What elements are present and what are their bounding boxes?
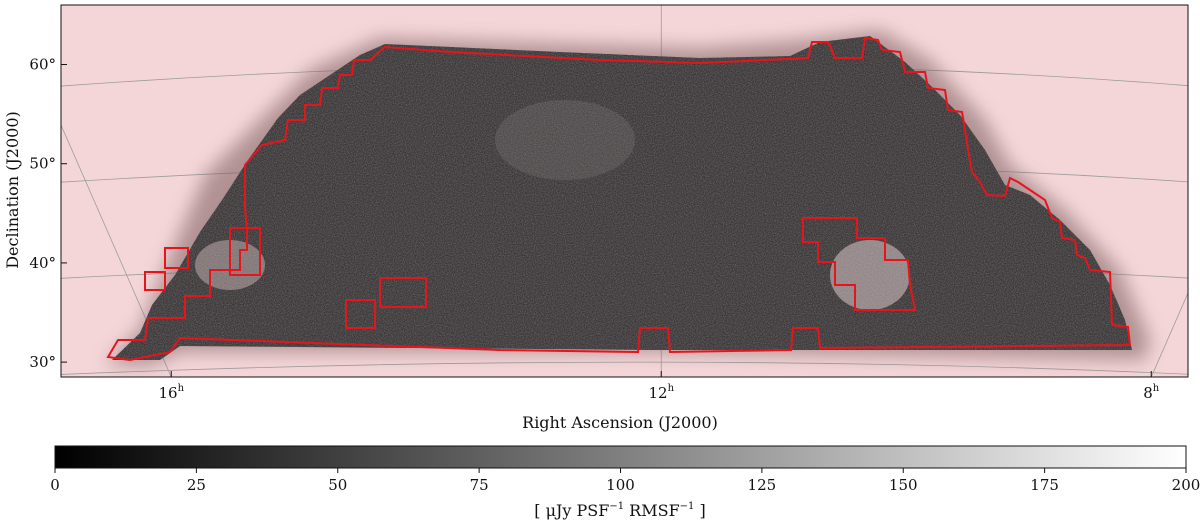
contour-island [229,227,261,276]
colorbar-tick-label: 100 [606,476,635,494]
x-tick-label: 16h [158,383,184,402]
colorbar-tick-label: 200 [1172,476,1200,494]
bright-region [830,240,910,310]
colorbar-tick-label: 75 [470,476,489,494]
dec-gridline [61,361,1188,375]
x-tick-label: 8h [1143,383,1160,402]
contour-island [345,299,376,329]
plot-frame [60,4,1189,378]
colorbar-tick-label: 175 [1030,476,1059,494]
x-tick-label: 12h [648,383,674,402]
colorbar-ticks: 0 25 50 75 100 125 150 175 200 [50,468,1200,494]
y-tick-label: 40° [29,254,56,272]
colorbar-tick-label: 150 [889,476,918,494]
y-tick-label: 60° [29,56,56,74]
footprint-contour [106,36,1132,362]
bright-region [495,100,635,180]
y-tick-label: 50° [29,155,56,173]
colorbar-tick-label: 125 [748,476,777,494]
contour-island [802,217,917,311]
ra-gridline [61,124,172,377]
colorbar-label: [ μJy PSF−1 RMSF−1 ] [534,501,706,520]
noise-contours [106,36,1132,362]
y-tick-label: 30° [29,353,56,371]
colorbar: 0 25 50 75 100 125 150 175 200 [ μJy PSF−1 RMSF−… [50,445,1200,520]
x-axis-label: Right Ascension (J2000) [522,413,718,432]
plot-area [60,4,1189,378]
colorbar-tick-label: 50 [328,476,347,494]
colorbar-tick-label: 25 [187,476,206,494]
colorbar-gradient [54,445,1187,469]
contour-island [379,277,427,308]
y-axis-ticks: 30° 40° 50° 60° [29,56,67,371]
y-axis-label: Declination (J2000) [3,111,22,269]
contour-island [144,271,166,291]
colorbar-tick-label: 0 [50,476,60,494]
contour-island [164,247,189,269]
ra-gridline [1150,292,1188,377]
